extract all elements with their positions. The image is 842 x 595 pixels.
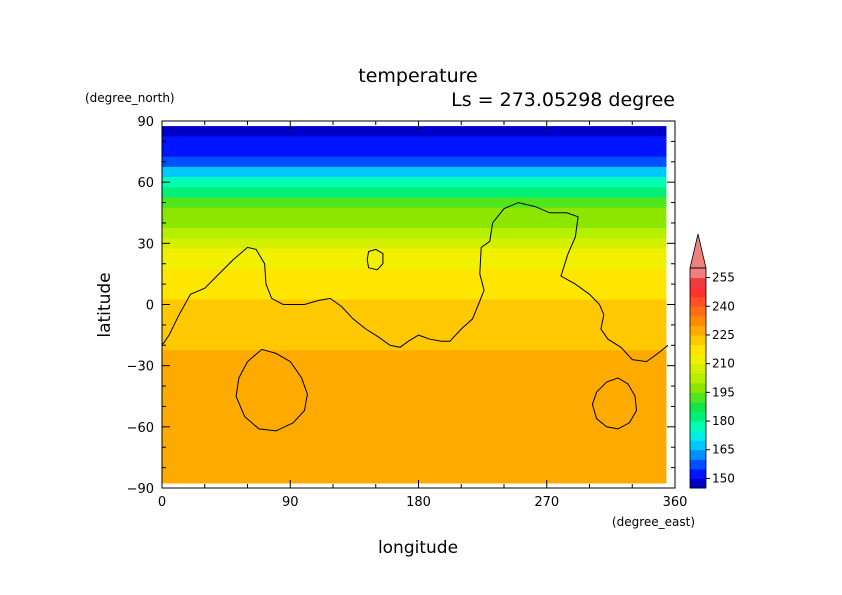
- colorbar-segment: [690, 287, 706, 298]
- colorbar-label: 165: [712, 443, 735, 457]
- x-axis-unit: (degree_east): [612, 515, 695, 529]
- field-band: [162, 380, 667, 392]
- field-band: [162, 319, 667, 331]
- field-band: [162, 177, 667, 188]
- y-tick-label: 30: [137, 237, 154, 252]
- chart-title: temperature: [358, 65, 477, 87]
- colorbar-label: 225: [712, 328, 735, 342]
- field-band: [162, 126, 667, 137]
- field-band: [162, 156, 667, 168]
- colorbar-segment: [690, 334, 706, 346]
- colorbar-segment: [690, 430, 706, 441]
- field-band: [162, 207, 667, 219]
- field-band: [162, 268, 667, 280]
- colorbar-label: 150: [712, 471, 735, 485]
- colorbar-segment: [690, 354, 706, 365]
- y-tick-label: −90: [127, 482, 154, 497]
- colorbar-segment: [690, 315, 706, 326]
- field-band: [162, 146, 667, 158]
- colorbar-frame: [689, 267, 707, 489]
- x-tick-label: 90: [282, 495, 299, 510]
- field-band: [162, 442, 667, 453]
- field-band: [162, 431, 667, 443]
- field-band: [162, 248, 667, 260]
- plot-area: [162, 126, 667, 484]
- colorbar-segment: [690, 478, 706, 489]
- field-band: [162, 228, 667, 239]
- x-tick-label: 0: [158, 495, 166, 510]
- colorbar-segment: [690, 421, 706, 432]
- colorbar-label: 180: [712, 414, 735, 428]
- contour-line: [366, 248, 384, 271]
- field-band: [162, 217, 667, 229]
- field-band: [162, 360, 667, 372]
- field-band: [162, 238, 667, 250]
- colorbar-label: 255: [712, 271, 735, 285]
- colorbar-label: 195: [712, 385, 735, 399]
- colorbar-label: 240: [712, 299, 735, 313]
- y-tick-label: 90: [137, 115, 154, 130]
- field-band: [162, 329, 667, 341]
- colorbar-segment: [690, 459, 706, 470]
- colorbar-segment: [690, 440, 706, 451]
- y-tick-label: −60: [127, 421, 154, 436]
- colorbar-segment: [690, 468, 706, 479]
- colorbar-segment: [690, 411, 706, 422]
- field-band: [162, 197, 667, 209]
- colorbar-label: 210: [712, 357, 735, 371]
- colorbar-segment: [690, 363, 706, 374]
- field-band: [162, 289, 667, 301]
- field-band: [162, 258, 667, 270]
- x-tick-label: 360: [663, 495, 688, 510]
- field-band: [162, 462, 667, 474]
- field-band: [162, 309, 667, 321]
- colorbar-extend-triangle: [689, 233, 707, 269]
- x-tick-label: 180: [406, 495, 431, 510]
- colorbar-segment: [690, 401, 706, 412]
- field-band: [162, 401, 667, 413]
- colorbar-segment: [690, 325, 706, 336]
- field-band: [162, 421, 667, 433]
- y-tick-label: −30: [127, 360, 154, 375]
- y-axis-ticks: 90 60 30 0 −30 −60 −90: [127, 115, 675, 497]
- field-band: [162, 136, 667, 148]
- field-band: [162, 452, 667, 464]
- field-band: [162, 340, 667, 351]
- contour-line: [235, 348, 308, 432]
- y-axis-label: latitude: [95, 272, 115, 337]
- field-band: [162, 391, 667, 402]
- colorbar-segment: [690, 382, 706, 393]
- field-band: [162, 411, 667, 423]
- field-band: [162, 472, 667, 484]
- y-tick-label: 0: [146, 299, 154, 314]
- field-band: [162, 166, 667, 178]
- colorbar-segment: [690, 449, 706, 460]
- x-tick-label: 270: [534, 495, 559, 510]
- colorbar-segment: [690, 392, 706, 403]
- field-band: [162, 187, 667, 199]
- contour-lines: [161, 202, 669, 432]
- field-band: [162, 370, 667, 382]
- colorbar-segment: [690, 344, 706, 355]
- colorbar-segment: [690, 373, 706, 384]
- x-axis-label: longitude: [378, 538, 458, 558]
- y-tick-label: 60: [137, 176, 154, 191]
- y-axis-unit: (degree_north): [85, 91, 175, 105]
- x-axis-ticks: 0 90 180 270 360: [158, 121, 688, 510]
- contour-line: [591, 377, 638, 430]
- colorbar-segment: [690, 268, 706, 279]
- field-band: [162, 279, 667, 290]
- colorbar: 150 165 180 195 210 225 240 255: [689, 233, 735, 489]
- contour-line: [161, 202, 669, 363]
- chart-subtitle: Ls = 273.05298 degree: [451, 89, 675, 111]
- colorbar-segment: [690, 306, 706, 317]
- field-band: [162, 350, 667, 362]
- colorbar-segment: [690, 296, 706, 307]
- field-band: [162, 299, 667, 311]
- colorbar-segment: [690, 277, 706, 288]
